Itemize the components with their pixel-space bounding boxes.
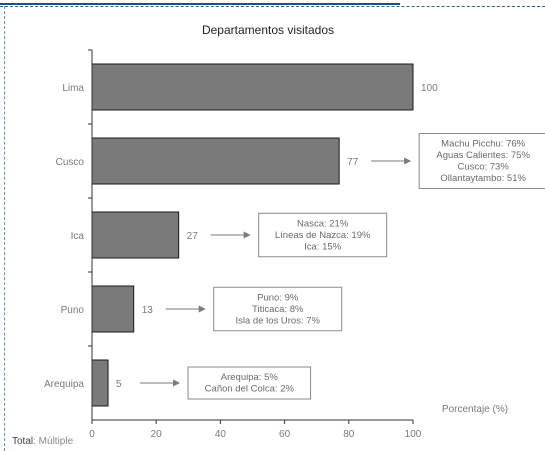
annotation-box-arequipa [187, 366, 312, 400]
bar-cusco [91, 137, 340, 185]
bar-ica [91, 211, 180, 259]
value-label-arequipa: 5 [116, 379, 122, 390]
arrow-head-icon [243, 231, 251, 239]
annotation-line: Arequipa: 5% [221, 372, 279, 383]
x-tick-label: 20 [151, 429, 163, 440]
footer-note: Total: Múltiple [12, 436, 73, 447]
bar-lima [91, 63, 414, 111]
annotation-line: Machu Picchu: 76% [441, 139, 526, 150]
annotation-box-cusco [418, 133, 545, 189]
x-tick-label: 80 [343, 429, 355, 440]
value-label-puno: 13 [142, 305, 154, 316]
category-label-lima: Lima [62, 83, 84, 94]
x-tick-label: 40 [215, 429, 227, 440]
annotation-line: Cusco: 73% [458, 162, 510, 173]
category-label-puno: Puno [61, 305, 85, 316]
annotation-line: Isla de los Uros: 7% [235, 315, 320, 326]
annotation-box-ica [258, 212, 388, 258]
arrow-head-icon [404, 157, 412, 165]
annotation-line: Aguas Calientes: 75% [436, 150, 530, 161]
arrow-head-icon [198, 305, 206, 313]
bar-arequipa [91, 359, 109, 407]
chart-title: Departamentos visitados [202, 23, 334, 37]
annotation-box-puno [213, 286, 343, 332]
category-label-ica: Ica [71, 231, 85, 242]
bar-puno [91, 285, 135, 333]
x-tick-label: 60 [279, 429, 291, 440]
annotation-line: Cañon del Colca: 2% [205, 384, 295, 395]
annotation-line: Ica: 15% [304, 241, 342, 252]
value-label-ica: 27 [187, 231, 199, 242]
header-dashed-rule [0, 6, 545, 7]
footer-label: Total [12, 436, 34, 447]
footer-value: : Múltiple [33, 436, 74, 447]
annotation-line: Ollantaytambo: 51% [440, 173, 526, 184]
header-rule [0, 3, 400, 5]
value-label-lima: 100 [421, 83, 438, 94]
category-label-arequipa: Arequipa [44, 379, 84, 390]
annotation-line: Nasca: 21% [297, 218, 349, 229]
category-label-cusco: Cusco [56, 157, 85, 168]
annotation-line: Titicaca: 8% [252, 304, 304, 315]
x-tick-label: 0 [89, 429, 95, 440]
x-tick-label: 100 [405, 429, 422, 440]
value-label-cusco: 77 [347, 157, 359, 168]
x-axis-label: Porcentaje (%) [442, 404, 508, 415]
left-dashed-rule [4, 6, 5, 451]
annotation-line: Puno: 9% [257, 292, 299, 303]
arrow-head-icon [173, 379, 181, 387]
annotation-line: Líneas de Nazca: 19% [275, 230, 371, 241]
